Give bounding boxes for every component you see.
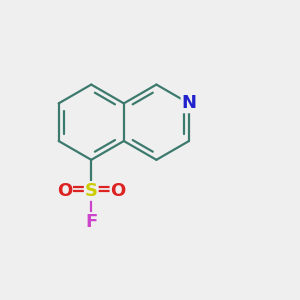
Text: F: F [85, 213, 98, 231]
Text: S: S [85, 182, 98, 200]
Text: N: N [182, 94, 196, 112]
Text: O: O [110, 182, 126, 200]
Text: O: O [57, 182, 72, 200]
